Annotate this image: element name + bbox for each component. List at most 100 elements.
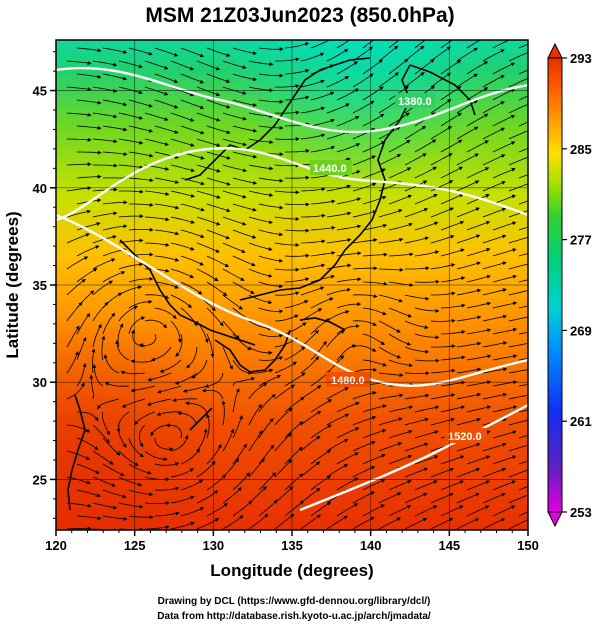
streamline bbox=[482, 492, 506, 504]
streamline bbox=[66, 60, 92, 65]
colorbar-bottom-arrow bbox=[547, 511, 563, 528]
streamline bbox=[144, 60, 169, 70]
streamline bbox=[466, 247, 491, 257]
streamline bbox=[404, 417, 429, 426]
streamline bbox=[232, 500, 253, 517]
streamline bbox=[430, 291, 456, 296]
streamline bbox=[508, 316, 528, 322]
streamline bbox=[430, 344, 456, 349]
streamline bbox=[156, 411, 181, 416]
colorbar: 293 285 277 269 261 253 bbox=[547, 42, 592, 528]
streamline bbox=[284, 446, 303, 465]
streamline bbox=[378, 417, 403, 426]
streamline bbox=[170, 434, 189, 452]
y-tick-label: 40 bbox=[33, 181, 47, 196]
colorbar-gradient bbox=[547, 57, 563, 513]
colorbar-tick-label: 285 bbox=[570, 142, 592, 157]
streamline bbox=[274, 190, 300, 195]
streamline bbox=[92, 476, 116, 487]
streamline bbox=[388, 333, 412, 346]
streamline bbox=[404, 517, 428, 530]
streamline bbox=[274, 486, 294, 504]
streamline bbox=[258, 472, 277, 491]
streamline bbox=[170, 138, 195, 147]
streamline bbox=[232, 415, 243, 439]
streamline bbox=[414, 279, 440, 284]
streamline bbox=[274, 84, 300, 89]
streamline bbox=[518, 95, 528, 101]
streamline bbox=[76, 245, 100, 257]
streamline bbox=[274, 57, 300, 62]
streamline bbox=[362, 59, 383, 75]
streamline bbox=[378, 154, 402, 166]
streamline bbox=[378, 267, 404, 272]
streamline bbox=[274, 216, 300, 222]
y-axis-label: Latitude (degrees) bbox=[3, 211, 22, 358]
streamline bbox=[326, 387, 349, 400]
streamline bbox=[404, 125, 427, 140]
streamline bbox=[362, 223, 388, 231]
streamline bbox=[492, 480, 516, 491]
streamline bbox=[336, 302, 362, 309]
streamline bbox=[466, 274, 491, 283]
streamline bbox=[388, 505, 412, 517]
streamline bbox=[248, 242, 273, 251]
streamline bbox=[222, 164, 247, 173]
streamline bbox=[102, 200, 128, 205]
streamline bbox=[284, 68, 310, 75]
streamline bbox=[492, 248, 517, 257]
colorbar-tick-label: 253 bbox=[570, 505, 592, 520]
streamline bbox=[388, 307, 413, 318]
streamline bbox=[352, 367, 378, 374]
streamline bbox=[440, 193, 464, 205]
streamline bbox=[310, 118, 335, 127]
streamline bbox=[258, 125, 284, 130]
streamline bbox=[76, 463, 100, 474]
streamline bbox=[414, 221, 439, 231]
streamline bbox=[310, 399, 333, 413]
streamline bbox=[206, 229, 231, 240]
streamline bbox=[456, 153, 479, 166]
streamline bbox=[284, 277, 310, 283]
streamline bbox=[404, 492, 428, 504]
streamline bbox=[66, 112, 92, 117]
streamline bbox=[180, 125, 205, 135]
streamline bbox=[518, 511, 528, 517]
streamline bbox=[430, 368, 456, 374]
streamline bbox=[154, 486, 180, 491]
streamline bbox=[326, 48, 349, 62]
streamline bbox=[196, 164, 221, 173]
streamline bbox=[284, 95, 310, 101]
streamline bbox=[206, 413, 210, 439]
streamline bbox=[128, 489, 154, 497]
lat-lon-grid bbox=[56, 40, 528, 530]
streamline bbox=[440, 455, 465, 465]
streamline bbox=[248, 430, 263, 452]
streamline bbox=[440, 139, 463, 153]
streamline bbox=[232, 151, 258, 159]
streamline bbox=[388, 58, 409, 75]
streamline bbox=[92, 502, 118, 510]
streamline bbox=[170, 164, 195, 173]
x-tick-label: 120 bbox=[45, 538, 67, 553]
streamline bbox=[274, 361, 297, 374]
streamline bbox=[128, 276, 154, 283]
streamline bbox=[92, 211, 118, 218]
streamline bbox=[362, 195, 387, 205]
streamline bbox=[440, 112, 462, 127]
streamline bbox=[336, 143, 361, 153]
streamline bbox=[170, 268, 195, 279]
streamline bbox=[300, 410, 322, 426]
streamline bbox=[196, 268, 219, 282]
streamline bbox=[482, 101, 505, 114]
streamline bbox=[118, 138, 144, 145]
streamline bbox=[232, 472, 251, 491]
streamline bbox=[466, 301, 492, 309]
streamline bbox=[165, 423, 183, 439]
streamline bbox=[492, 301, 518, 309]
streamline bbox=[102, 437, 121, 456]
streamline bbox=[482, 518, 506, 530]
x-tick-label: 150 bbox=[517, 538, 539, 553]
streamline bbox=[362, 86, 384, 101]
